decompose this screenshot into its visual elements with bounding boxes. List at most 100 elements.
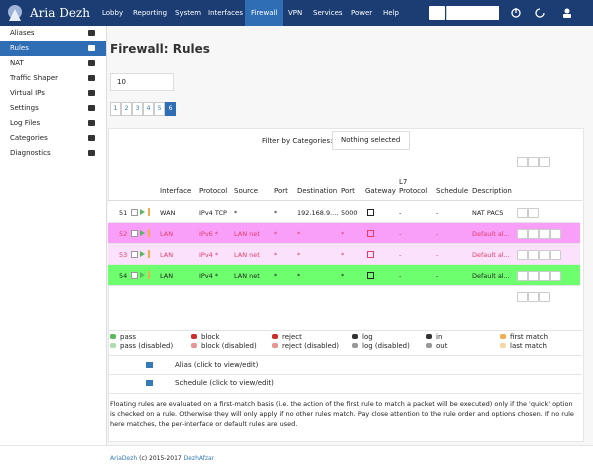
action-button[interactable]: [550, 229, 561, 239]
footer-brand[interactable]: AriaDezh: [110, 455, 138, 462]
sidebar-label: Log Files: [10, 119, 41, 127]
column-header: Protocol: [199, 187, 228, 195]
action-button[interactable]: [539, 271, 550, 281]
legend-label: log: [362, 333, 373, 341]
rule-row[interactable]: [108, 202, 580, 223]
sidebar-item[interactable]: Traffic Shaper: [0, 71, 106, 86]
action-button[interactable]: [539, 250, 550, 260]
rule-select[interactable]: [131, 251, 138, 258]
rule-row[interactable]: [108, 223, 580, 244]
sidebar-item[interactable]: Log Files: [0, 116, 106, 131]
filter-select[interactable]: Nothing selected: [332, 131, 410, 150]
sidebar-item[interactable]: Settings: [0, 101, 106, 116]
rule-cell: *: [297, 230, 301, 238]
rule-select[interactable]: [131, 230, 138, 237]
sidebar-item[interactable]: NAT: [0, 56, 106, 71]
legend-icon: [272, 334, 278, 339]
action-button[interactable]: [517, 208, 528, 218]
gateway-icon[interactable]: [367, 209, 374, 216]
page-link[interactable]: 2: [121, 102, 132, 116]
brand[interactable]: Aria Dezh: [30, 6, 90, 20]
match-icon: [148, 250, 150, 258]
gateway-icon[interactable]: [367, 272, 374, 279]
rule-cell: 192.168.9....: [297, 209, 339, 217]
legend-label: log (disabled): [362, 342, 410, 350]
search-input[interactable]: [446, 6, 499, 20]
nav-item[interactable]: Reporting: [133, 9, 168, 17]
gateway-icon[interactable]: [367, 251, 374, 258]
rule-cell: *: [297, 272, 301, 280]
footer-company[interactable]: DezhAfzar: [183, 455, 215, 462]
sidebar-item[interactable]: Aliases: [0, 26, 106, 41]
action-button[interactable]: [528, 292, 539, 302]
rule-row[interactable]: [108, 265, 580, 286]
nav-item[interactable]: Help: [383, 9, 399, 17]
sidebar-icon: [88, 135, 95, 141]
rule-cell: 5000: [341, 209, 358, 217]
navbar: Aria Dezh Lobby Reporting System Interfaces…: [0, 0, 593, 26]
action-button[interactable]: [539, 292, 550, 302]
action-button[interactable]: [517, 250, 528, 260]
pass-icon: [140, 230, 145, 236]
nav-item[interactable]: VPN: [288, 9, 303, 17]
page-link[interactable]: 3: [132, 102, 143, 116]
sidebar-item[interactable]: Categories: [0, 131, 106, 146]
alias-icon: [146, 362, 153, 368]
divider: [108, 330, 582, 331]
rule-select[interactable]: [131, 272, 138, 279]
nav-item[interactable]: Firewall: [251, 9, 278, 17]
rule-cell: LAN: [160, 251, 174, 259]
action-button[interactable]: [539, 229, 550, 239]
divider: [108, 393, 582, 394]
action-button[interactable]: [539, 157, 550, 167]
action-button[interactable]: [550, 271, 561, 281]
action-button[interactable]: [528, 271, 539, 281]
nav-item[interactable]: System: [175, 9, 202, 17]
nav-item[interactable]: Power: [351, 9, 373, 17]
legend-label: in: [436, 333, 443, 341]
legend-label: out: [436, 342, 448, 350]
sidebar-item[interactable]: Diagnostics: [0, 146, 106, 161]
action-button[interactable]: [517, 292, 528, 302]
rule-cell: *: [274, 251, 278, 259]
copyright: (c) 2015-2017: [139, 455, 182, 462]
pass-icon: [140, 272, 145, 278]
nav-item[interactable]: Services: [313, 9, 343, 17]
rule-row[interactable]: [108, 244, 580, 265]
sidebar-item[interactable]: Virtual IPs: [0, 86, 106, 101]
sidebar-label: Categories: [10, 134, 48, 142]
page-link[interactable]: 5: [154, 102, 165, 116]
column-header: Schedule: [436, 187, 469, 195]
sidebar-item[interactable]: Rules: [0, 41, 106, 56]
action-button[interactable]: [517, 157, 528, 167]
footer-text: AriaDezh (c) 2015-2017 DezhAfzar: [110, 455, 214, 462]
nav-item[interactable]: Interfaces: [208, 9, 243, 17]
page-link[interactable]: 4: [143, 102, 154, 116]
sidebar-icon: [88, 150, 95, 156]
action-button[interactable]: [550, 250, 561, 260]
action-button[interactable]: [528, 157, 539, 167]
info-text: Floating rules are evaluated on a first-…: [110, 400, 574, 428]
action-button[interactable]: [528, 229, 539, 239]
rule-number: 54: [119, 272, 128, 280]
action-button[interactable]: [517, 229, 528, 239]
action-button[interactable]: [517, 271, 528, 281]
action-button[interactable]: [528, 250, 539, 260]
rule-select[interactable]: [131, 209, 138, 216]
action-button[interactable]: [528, 208, 539, 218]
legend-icon: [110, 334, 116, 339]
nav-item[interactable]: Lobby: [102, 9, 124, 17]
rule-cell: *: [341, 272, 345, 280]
rule-cell: -: [399, 272, 402, 280]
page-link[interactable]: 6: [165, 102, 176, 116]
page-title: Firewall: Rules: [110, 42, 210, 56]
column-header: Gateway: [365, 187, 396, 195]
page-link[interactable]: 1: [110, 102, 121, 116]
rule-cell: LAN: [160, 272, 174, 280]
sidebar: Aliases Rules NAT Traffic Shaper Virtual IPs…: [0, 26, 107, 474]
rule-cell: Default al...: [472, 272, 510, 280]
search-button[interactable]: [429, 6, 445, 20]
gateway-icon[interactable]: [367, 230, 374, 237]
page-size-select[interactable]: 10: [110, 73, 174, 91]
sidebar-icon: [88, 90, 95, 96]
